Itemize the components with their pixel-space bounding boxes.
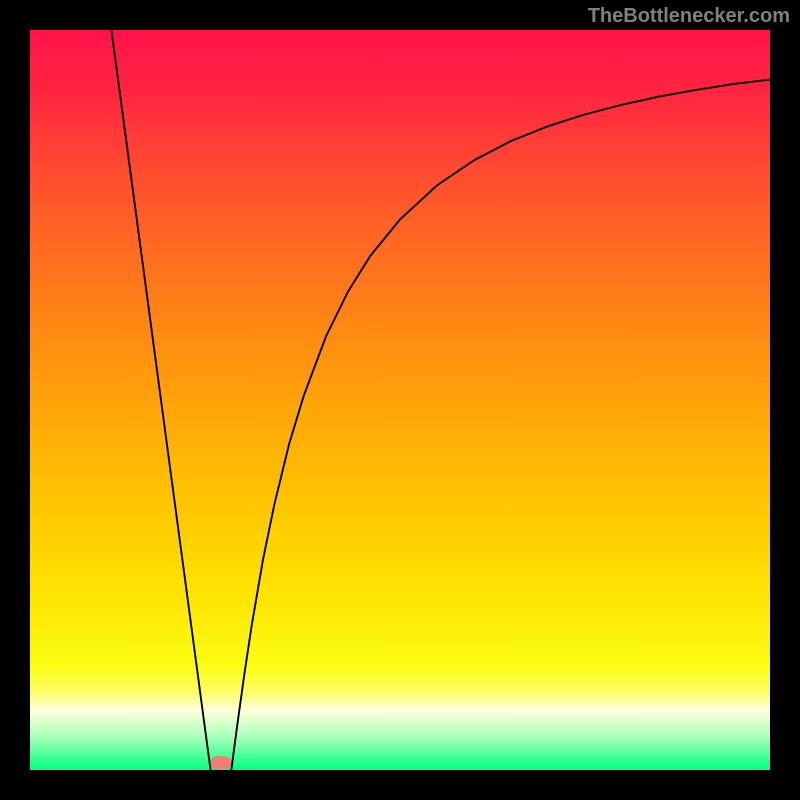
watermark-text: TheBottlenecker.com [588, 5, 790, 28]
chart-container: TheBottlenecker.com [0, 0, 800, 800]
bottleneck-marker [211, 756, 232, 769]
gradient-background [30, 30, 770, 770]
chart-svg [30, 30, 770, 770]
plot-area [30, 30, 770, 770]
